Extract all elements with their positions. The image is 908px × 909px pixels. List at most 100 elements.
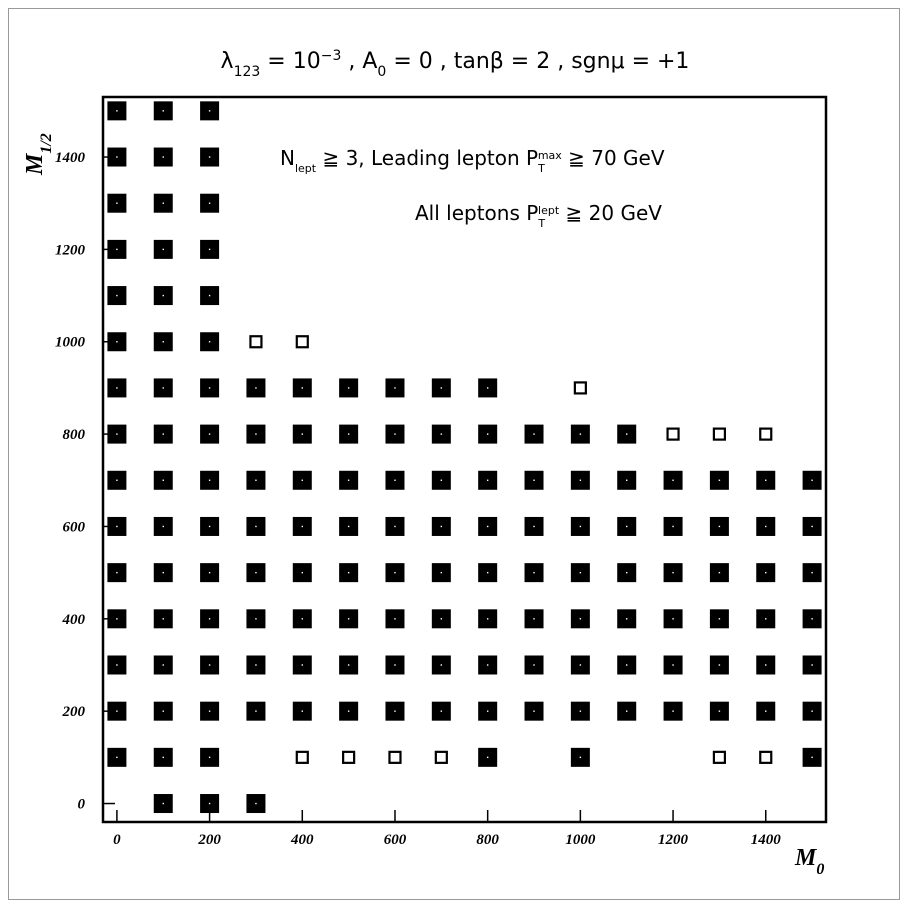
marker-dot (301, 618, 303, 620)
marker-dot (718, 710, 721, 712)
marker-dot (672, 664, 674, 666)
marker-dot (486, 571, 489, 574)
marker-dot (347, 664, 350, 666)
marker-dot (579, 571, 582, 574)
marker-dot (255, 802, 257, 805)
marker-dot (162, 433, 164, 435)
marker-dot (347, 387, 350, 389)
annotation-part: ≧ 3, Leading lepton P (316, 146, 538, 170)
marker-dot (579, 433, 582, 435)
marker-dot (626, 571, 628, 574)
marker-dot (533, 479, 535, 481)
y-tick-label: 1000 (55, 335, 86, 351)
open-marker (342, 750, 356, 764)
marker-dot (255, 710, 257, 712)
marker-dot (116, 571, 118, 574)
marker-dot (811, 618, 813, 620)
marker-dot (811, 571, 813, 574)
marker-dot (394, 618, 396, 620)
marker-dot (533, 525, 535, 528)
marker-dot (116, 664, 118, 666)
open-marker (295, 335, 309, 349)
y-label-part: 1/2 (38, 133, 55, 153)
marker-dot (162, 248, 164, 251)
marker-dot (208, 802, 211, 805)
marker-dot (811, 710, 813, 712)
title-part: = 0 , tanβ = 2 , sgnμ = +1 (386, 49, 689, 74)
marker-dot (255, 571, 257, 574)
marker-dot (394, 387, 396, 389)
marker-dot (162, 387, 164, 389)
title-part: , A (341, 49, 377, 74)
marker-dot (579, 618, 582, 620)
x-tick-label: 200 (197, 832, 221, 848)
marker-dot (486, 664, 489, 666)
marker-dot (440, 387, 443, 389)
y-tick-label: 600 (63, 519, 86, 535)
marker-dot (486, 387, 489, 389)
marker-dot (440, 710, 443, 712)
marker-dot (116, 433, 118, 435)
marker-dot (116, 618, 118, 620)
marker-dot (672, 479, 674, 481)
annotation-part: All leptons P (415, 201, 538, 225)
marker-dot (116, 202, 118, 204)
marker-dot (718, 525, 721, 528)
marker-dot (255, 664, 257, 666)
marker-dot (394, 571, 396, 574)
marker-dot (811, 479, 813, 481)
marker-dot (162, 479, 164, 481)
open-marker (434, 750, 448, 764)
marker-dot (162, 110, 164, 112)
x-tick-label: 0 (113, 832, 121, 848)
x-tick-label: 1200 (658, 832, 689, 848)
marker-dot (440, 433, 443, 435)
marker-dot (811, 756, 813, 759)
marker-dot (626, 525, 628, 528)
marker-dot (718, 618, 721, 620)
y-tick-label: 0 (78, 797, 86, 813)
marker-dot (626, 433, 628, 435)
marker-dot (765, 571, 767, 574)
marker-dot (486, 433, 489, 435)
marker-dot (533, 571, 535, 574)
marker-dot (255, 433, 257, 435)
open-marker (573, 381, 587, 395)
x-tick-label: 1400 (751, 832, 782, 848)
marker-dot (533, 664, 535, 666)
marker-dot (162, 571, 164, 574)
marker-dot (347, 571, 350, 574)
title-part: −3 (321, 48, 342, 64)
marker-dot (208, 202, 211, 204)
marker-dot (579, 664, 582, 666)
annotation-part: N (280, 146, 295, 170)
marker-dot (116, 479, 118, 481)
marker-dot (162, 710, 164, 712)
title-part: 0 (377, 64, 386, 80)
marker-dot (579, 525, 582, 528)
annotation: Nlept ≧ 3, Leading lepton PTmax ≧ 70 GeV (280, 146, 665, 175)
marker-dot (626, 664, 628, 666)
marker-dot (116, 525, 118, 528)
marker-dot (116, 387, 118, 389)
marker-dot (347, 618, 350, 620)
marker-dot (255, 618, 257, 620)
marker-dot (208, 294, 211, 297)
open-marker (666, 427, 680, 441)
y-tick-label: 1200 (55, 242, 86, 258)
y-tick-label: 800 (63, 427, 86, 443)
x-tick-label: 1000 (565, 832, 596, 848)
annotation-part: T (537, 217, 545, 230)
x-tick-label: 600 (384, 832, 407, 848)
plot-area (101, 95, 828, 824)
open-marker (712, 750, 727, 764)
marker-dot (533, 618, 535, 620)
marker-dot (208, 756, 211, 759)
marker-dot (208, 618, 211, 620)
marker-dot (208, 387, 211, 389)
marker-dot (626, 618, 628, 620)
y-tick-label: 400 (62, 612, 86, 628)
frame (8, 8, 900, 900)
marker-dot (208, 710, 211, 712)
marker-dot (440, 525, 443, 528)
